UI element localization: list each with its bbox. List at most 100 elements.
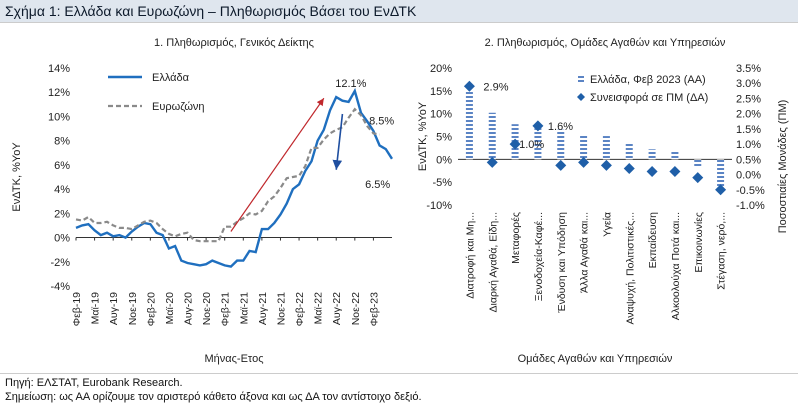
category-label: Μεταφορές — [510, 212, 522, 264]
x-tick-label: Αυγ-19 — [108, 292, 120, 325]
category-label: Ένδυση και Υπόδηση — [556, 212, 568, 314]
bar-greece — [694, 159, 702, 168]
y-right-tick-label: 0.0% — [736, 170, 761, 182]
series-line-greece — [75, 87, 394, 268]
y-left-tick-label: 15% — [430, 86, 452, 98]
bar-greece — [671, 151, 679, 160]
series-line-eurozone — [75, 107, 380, 243]
x-tick-label: Μαϊ-19 — [90, 292, 102, 324]
diamond-contribution — [692, 172, 704, 184]
figure-frame — [0, 22, 798, 374]
category-label: Διατροφή και Μη... — [464, 212, 476, 299]
annotation-greece-last: 6.5% — [365, 179, 390, 191]
y-tick-label: 10% — [48, 111, 70, 123]
y-right-tick-label: 1.0% — [736, 139, 761, 151]
y-right-tick-label: 2.5% — [736, 93, 761, 105]
bar-chart-svg: 2. Πληθωρισμός, Ομάδες Αγαθών και Υπηρεσ… — [417, 37, 789, 365]
chart-panel-categories: 2. Πληθωρισμός, Ομάδες Αγαθών και Υπηρεσ… — [414, 28, 794, 372]
figure-title: Σχήμα 1: Ελλάδα και Ευρωζώνη – Πληθωρισμ… — [0, 0, 798, 22]
legend-label-bar: Ελλάδα, Φεβ 2023 (ΑΑ) — [590, 74, 706, 86]
y-tick-label: 14% — [48, 63, 70, 75]
y-left-tick-label: 0% — [436, 154, 452, 166]
bar-greece — [534, 125, 542, 160]
bar-greece — [602, 136, 610, 160]
source-note: Πηγή: ΕΛΣΤΑΤ, Eurobank Research. — [5, 377, 183, 389]
x-tick-label: Φεβ-22 — [294, 292, 306, 326]
diamond-contribution — [623, 162, 635, 174]
y-left-tick-label: 5% — [436, 132, 452, 144]
bar-greece — [625, 142, 633, 160]
y-tick-label: 4% — [54, 184, 70, 196]
x-tick-label: Νοε-22 — [350, 292, 362, 325]
x-tick-label: Φεβ-23 — [368, 292, 380, 326]
y-left-tick-label: 20% — [430, 63, 452, 75]
y-axis-title: ΕνΔΤΚ, %ΥοΥ — [11, 142, 23, 212]
x-tick-label: Αυγ-21 — [257, 292, 269, 325]
category-label: Αλκοολούχα Ποτά και... — [670, 212, 682, 320]
y-tick-label: -4% — [50, 281, 70, 293]
y-right-tick-label: 3.5% — [736, 63, 761, 75]
x-tick-label: Νοε-20 — [201, 292, 213, 325]
y-right-tick-label: -0.5% — [736, 185, 765, 197]
diamond-contribution — [669, 166, 681, 178]
diamond-contribution — [578, 156, 590, 168]
y-left-axis-title: ΕνΔΤΚ, %ΥοΥ — [417, 101, 429, 171]
x-axis-title: Ομάδες Αγαθών και Υπηρεσιών — [518, 353, 673, 365]
category-label: Υγεία — [601, 212, 613, 237]
x-tick-label: Μαϊ-20 — [164, 292, 176, 324]
bar-greece — [717, 159, 725, 190]
y-left-tick-label: 10% — [430, 109, 452, 121]
legend-swatch-diamond — [577, 93, 585, 101]
legend-swatch-bar — [578, 74, 584, 84]
chart-title: 2. Πληθωρισμός, Ομάδες Αγαθών και Υπηρεσ… — [485, 37, 726, 49]
line-chart-svg: 1. Πληθωρισμός, Γενικός Δείκτης -4% -2% 0% 2… — [11, 37, 394, 365]
y-right-tick-label: 1.5% — [736, 124, 761, 136]
y-tick-label: -2% — [50, 257, 70, 269]
x-tick-label: Νοε-21 — [275, 292, 287, 325]
diamond-contribution — [646, 166, 658, 178]
bar-greece — [557, 129, 565, 160]
legend-label-eurozone: Ευρωζώνη — [152, 101, 205, 113]
trend-arrow-up — [230, 97, 325, 232]
diamond-contribution — [600, 159, 612, 171]
data-label: 2.9% — [483, 81, 508, 93]
x-tick-label: Αυγ-20 — [183, 292, 195, 325]
y-right-tick-label: -1.0% — [736, 200, 765, 212]
diamond-contribution — [532, 120, 544, 132]
y-right-tick-label: 2.0% — [736, 109, 761, 121]
footnote: Σημείωση: ως ΑΑ ορίζουμε τον αριστερό κά… — [5, 391, 422, 403]
chart-title: 1. Πληθωρισμός, Γενικός Δείκτης — [154, 37, 314, 49]
bar-greece — [580, 135, 588, 160]
category-label: Ξενοδοχεία-Καφέ... — [533, 212, 545, 301]
trend-arrow-down — [332, 113, 344, 170]
y-tick-label: 8% — [54, 136, 70, 148]
category-label: Στέγαση, νερό,... — [716, 212, 728, 290]
diamond-contribution — [555, 159, 567, 171]
category-label: Άλλα Αγαθά και... — [579, 212, 591, 293]
bar-greece — [465, 91, 473, 160]
legend-label-greece: Ελλάδα — [152, 72, 190, 84]
y-tick-label: 6% — [54, 160, 70, 172]
y-right-axis-title: Ποσοστιαίες Μονάδες (ΠΜ) — [777, 100, 789, 234]
x-tick-label: Φεβ-19 — [71, 292, 83, 326]
category-label: Διαρκή Αγαθά, Είδη... — [487, 212, 499, 312]
bar-greece — [488, 112, 496, 160]
legend-label-diamond: Συνεισφορά σε ΠΜ (ΔΑ) — [590, 92, 708, 104]
category-label: Αναψυχή, Πολιτιστικές... — [624, 212, 636, 325]
x-axis-title: Μήνας-Ετος — [204, 353, 263, 365]
x-tick-label: Νοε-19 — [127, 292, 139, 325]
y-tick-label: 0% — [54, 233, 70, 245]
bar-greece — [648, 149, 656, 160]
x-tick-label: Φεβ-20 — [145, 292, 157, 326]
x-tick-label: Μαϊ-22 — [313, 292, 325, 324]
category-label: Εκπαίδευση — [647, 212, 659, 269]
x-tick-label: Φεβ-21 — [220, 292, 232, 326]
y-right-tick-label: 3.0% — [736, 78, 761, 90]
x-tick-label: Αυγ-22 — [331, 292, 343, 325]
diamond-contribution — [463, 80, 475, 92]
data-label: 1.6% — [548, 121, 573, 133]
annotation-eurozone-last: 8.5% — [369, 116, 394, 128]
annotation-greece-peak: 12.1% — [335, 78, 366, 90]
y-right-tick-label: 0.5% — [736, 154, 761, 166]
y-left-tick-label: -10% — [426, 200, 452, 212]
